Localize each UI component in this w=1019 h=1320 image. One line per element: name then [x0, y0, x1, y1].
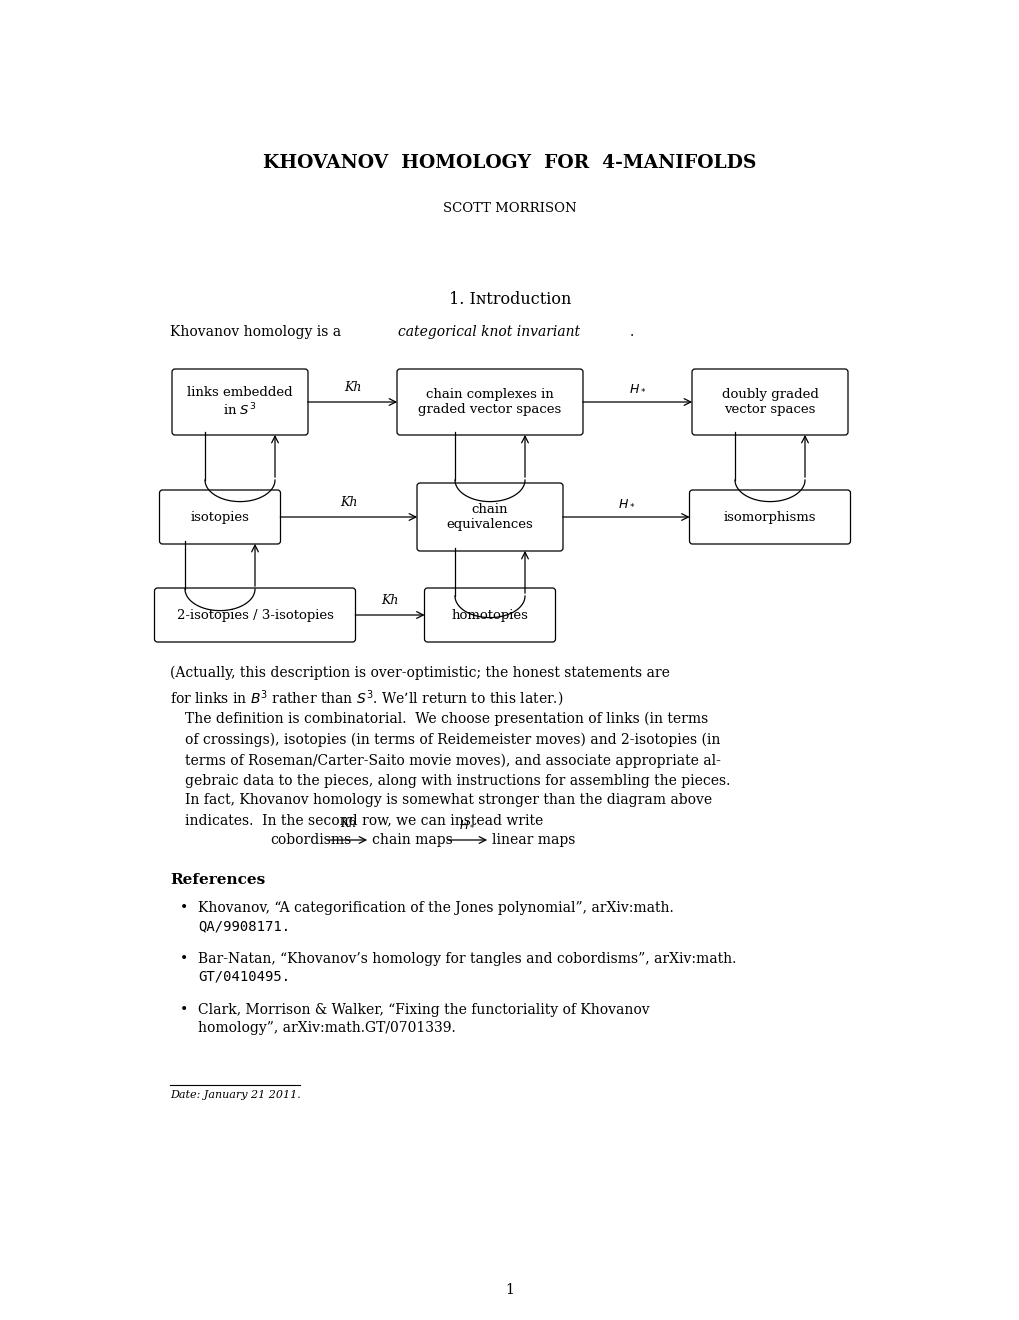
Text: 2-isotopies / 3-isotopies: 2-isotopies / 3-isotopies [176, 609, 333, 622]
Text: homotopies: homotopies [451, 609, 528, 622]
Text: Kh: Kh [381, 594, 398, 607]
Text: SCOTT MORRISON: SCOTT MORRISON [442, 202, 577, 214]
Text: Kh: Kh [339, 496, 357, 510]
Text: isotopies: isotopies [191, 511, 250, 524]
Text: Kh: Kh [343, 381, 361, 393]
Text: •: • [179, 902, 189, 915]
FancyBboxPatch shape [154, 587, 356, 642]
Text: chain maps: chain maps [372, 833, 452, 847]
Text: cobordisms: cobordisms [270, 833, 351, 847]
FancyBboxPatch shape [159, 490, 280, 544]
Text: chain
equivalences: chain equivalences [446, 503, 533, 531]
Text: •: • [179, 1003, 189, 1016]
Text: In fact, Khovanov homology is somewhat stronger than the diagram above
indicates: In fact, Khovanov homology is somewhat s… [184, 793, 711, 828]
Text: categorical knot invariant: categorical knot invariant [397, 325, 580, 339]
Text: linear maps: linear maps [491, 833, 575, 847]
Text: KHOVANOV  HOMOLOGY  FOR  4-MANIFOLDS: KHOVANOV HOMOLOGY FOR 4-MANIFOLDS [263, 154, 756, 172]
FancyBboxPatch shape [424, 587, 555, 642]
Text: GT/0410495.: GT/0410495. [198, 970, 289, 983]
Text: 1: 1 [505, 1283, 514, 1298]
Text: Kh: Kh [339, 817, 356, 830]
Text: doubly graded
vector spaces: doubly graded vector spaces [720, 388, 817, 416]
Text: Date: January 21 2011.: Date: January 21 2011. [170, 1090, 301, 1100]
Text: Khovanov homology is a: Khovanov homology is a [170, 325, 345, 339]
Text: isomorphisms: isomorphisms [723, 511, 815, 524]
Text: $H_*$: $H_*$ [616, 496, 634, 510]
Text: 1. Iɴtroduction: 1. Iɴtroduction [448, 292, 571, 309]
Text: References: References [170, 873, 265, 887]
Text: homology”, arXiv:math.GT/0701339.: homology”, arXiv:math.GT/0701339. [198, 1020, 455, 1035]
Text: Bar-Natan, “Khovanov’s homology for tangles and cobordisms”, arXiv:math.: Bar-Natan, “Khovanov’s homology for tang… [198, 952, 736, 966]
Text: chain complexes in
graded vector spaces: chain complexes in graded vector spaces [418, 388, 561, 416]
Text: links embedded
in $S^3$: links embedded in $S^3$ [187, 385, 292, 418]
Text: The definition is combinatorial.  We choose presentation of links (in terms
of c: The definition is combinatorial. We choo… [184, 711, 730, 788]
Text: (Actually, this description is over-optimistic; the honest statements are
for li: (Actually, this description is over-opti… [170, 667, 669, 709]
Text: Khovanov, “A categorification of the Jones polynomial”, arXiv:math.: Khovanov, “A categorification of the Jon… [198, 902, 674, 915]
FancyBboxPatch shape [691, 370, 847, 436]
FancyBboxPatch shape [689, 490, 850, 544]
Text: Clark, Morrison & Walker, “Fixing the functoriality of Khovanov: Clark, Morrison & Walker, “Fixing the fu… [198, 1003, 649, 1016]
FancyBboxPatch shape [417, 483, 562, 550]
Text: $H_*$: $H_*$ [629, 381, 645, 393]
Text: •: • [179, 952, 189, 966]
FancyBboxPatch shape [172, 370, 308, 436]
Text: $H_*$: $H_*$ [459, 817, 475, 830]
FancyBboxPatch shape [396, 370, 583, 436]
Text: QA/9908171.: QA/9908171. [198, 919, 289, 933]
Text: .: . [630, 325, 634, 339]
